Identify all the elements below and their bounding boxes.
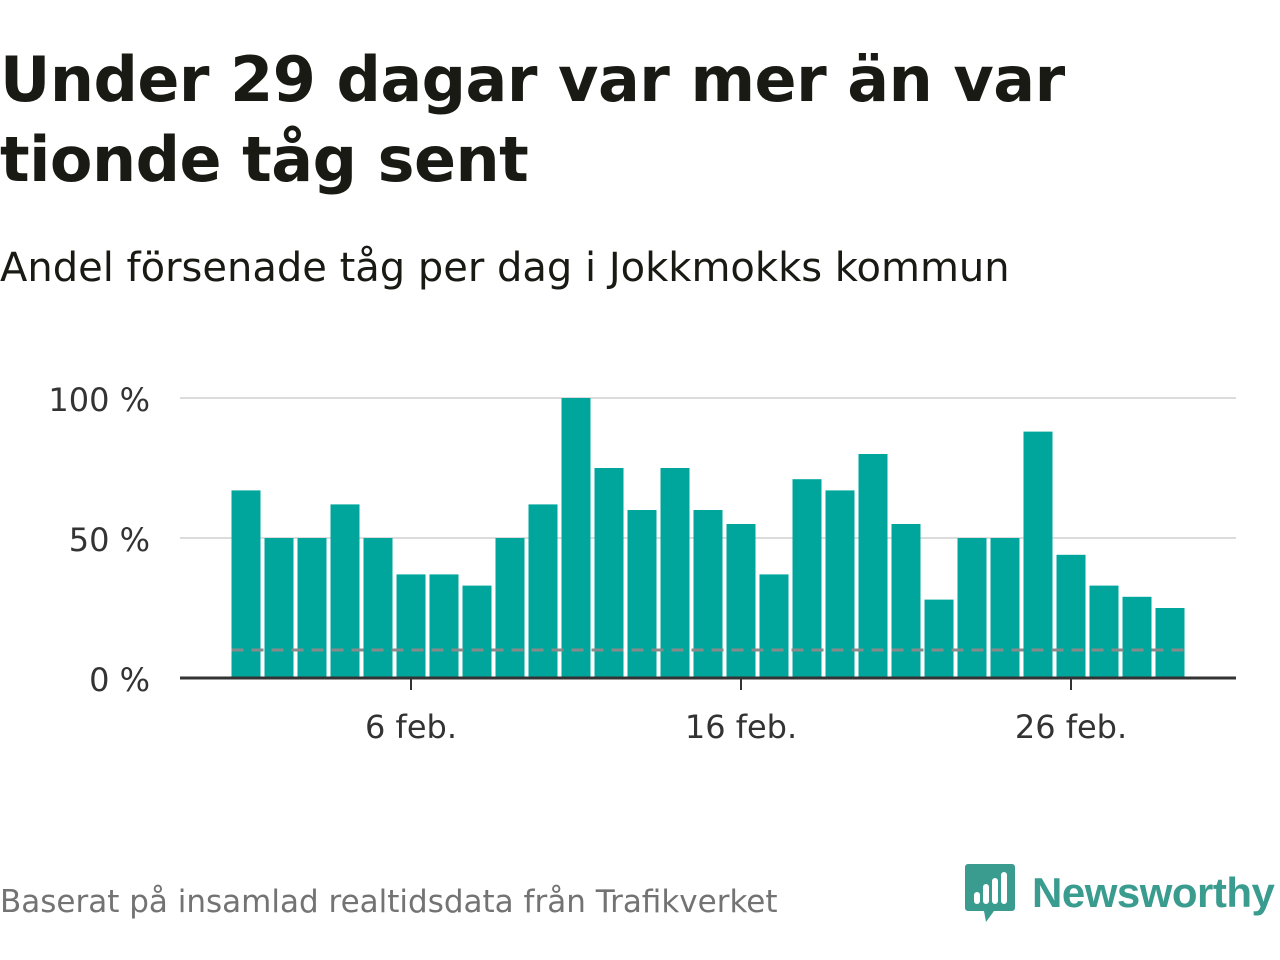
bar — [495, 538, 525, 678]
x-tick-label: 26 feb. — [1015, 708, 1127, 746]
bar — [693, 510, 723, 678]
bar — [297, 538, 327, 678]
source-note: Baserat på insamlad realtidsdata från Tr… — [0, 884, 778, 920]
bar — [429, 574, 459, 678]
bar-chart: 0 % 50 % 100 % 6 feb. 16 feb. 26 feb. — [48, 381, 1236, 746]
bar — [990, 538, 1020, 678]
bar — [825, 490, 855, 678]
bar — [1155, 608, 1185, 678]
bar — [363, 538, 393, 678]
y-tick-label: 0 % — [89, 661, 150, 699]
bar — [726, 524, 756, 678]
bars — [231, 398, 1185, 678]
bar — [1023, 431, 1053, 678]
bar — [858, 454, 888, 678]
bar — [660, 468, 690, 678]
bar — [1089, 585, 1119, 678]
brand-name: Newsworthy — [1032, 869, 1275, 916]
bar — [561, 398, 591, 678]
bar — [924, 599, 954, 678]
bar — [792, 479, 822, 678]
bar — [396, 574, 426, 678]
bar — [1122, 596, 1152, 678]
x-axis-ticks: 6 feb. 16 feb. 26 feb. — [365, 678, 1127, 746]
bar — [891, 524, 921, 678]
bar — [594, 468, 624, 678]
x-tick-label: 16 feb. — [685, 708, 797, 746]
y-axis-ticks: 0 % 50 % 100 % — [48, 381, 150, 699]
newsworthy-logo: Newsworthy — [964, 862, 1275, 924]
bar — [528, 504, 558, 678]
bar — [231, 490, 261, 678]
bar — [462, 585, 492, 678]
bar — [264, 538, 294, 678]
chart-subtitle: Andel försenade tåg per dag i Jokkmokks … — [0, 245, 1010, 291]
bar — [627, 510, 657, 678]
bar — [759, 574, 789, 678]
bar — [330, 504, 360, 678]
bar — [1056, 554, 1086, 678]
chart-title: Under 29 dagar var mer än var tionde tåg… — [0, 43, 1065, 196]
y-tick-label: 50 % — [69, 521, 150, 559]
y-tick-label: 100 % — [48, 381, 150, 419]
x-tick-label: 6 feb. — [365, 708, 457, 746]
bar — [957, 538, 987, 678]
newsworthy-logo-icon — [965, 864, 1015, 922]
